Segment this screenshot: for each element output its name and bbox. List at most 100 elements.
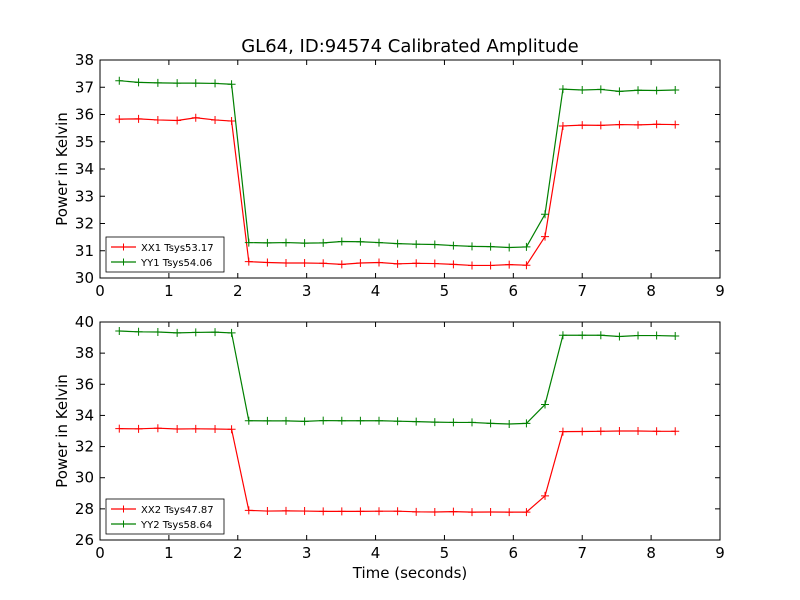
upper-x-tick-label: 2 [233, 282, 243, 300]
lower-data-point [558, 427, 567, 436]
lower-data-point [227, 425, 236, 434]
lower-legend-marker [120, 505, 127, 513]
lower-data-point [337, 507, 346, 516]
upper-data-point [356, 259, 365, 268]
upper-data-point [430, 240, 439, 249]
upper-data-point [596, 85, 605, 94]
upper-data-point [652, 120, 661, 129]
lower-data-point [596, 331, 605, 340]
lower-data-point [244, 506, 253, 515]
upper-data-point [486, 261, 495, 270]
lower-data-point [173, 424, 182, 433]
upper-y-tick-label: 34 [75, 160, 94, 178]
upper-data-point [558, 121, 567, 130]
lower-data-point [634, 331, 643, 340]
lower-x-tick-label: 5 [440, 544, 450, 562]
upper-data-point [615, 120, 624, 129]
upper-x-tick-label: 9 [715, 282, 725, 300]
lower-data-point [541, 491, 550, 500]
lower-data-point [486, 507, 495, 516]
lower-data-point [115, 424, 124, 433]
upper-y-tick-label: 37 [75, 78, 94, 96]
lower-y-axis-label: Power in Kelvin [53, 374, 71, 488]
lower-legend-label: YY2 Tsys58.64 [140, 520, 212, 531]
lower-data-point [263, 416, 272, 425]
upper-data-point [211, 115, 220, 124]
upper-y-tick-label: 36 [75, 106, 94, 124]
lower-data-point [615, 427, 624, 435]
lower-data-point [319, 507, 328, 516]
lower-data-point [282, 506, 290, 515]
upper-x-tick-label: 6 [509, 282, 519, 300]
lower-data-point [522, 419, 531, 428]
lower-x-tick-label: 4 [371, 544, 381, 562]
upper-data-point [211, 79, 220, 88]
lower-y-tick-label: 26 [75, 531, 94, 549]
lower-y-tick-label: 28 [75, 500, 94, 518]
upper-x-tick-label: 5 [440, 282, 450, 300]
upper-data-point [173, 116, 182, 125]
upper-data-point [375, 258, 383, 267]
lower-y-tick-label: 36 [75, 375, 94, 393]
upper-data-point [356, 237, 365, 246]
lower-data-point [505, 508, 514, 517]
lower-data-point [300, 507, 309, 516]
lower-x-tick-label: 8 [646, 544, 656, 562]
upper-data-point [337, 237, 346, 246]
lower-data-point [263, 507, 272, 516]
lower-data-point [671, 332, 680, 341]
lower-x-tick-label: 7 [577, 544, 587, 562]
upper-series-1 [115, 113, 680, 270]
upper-data-point [634, 120, 643, 129]
lower-data-point [558, 331, 567, 340]
lower-data-point [153, 424, 162, 433]
lower-data-point [244, 416, 253, 425]
lower-data-point [211, 424, 220, 433]
lower-data-point [191, 424, 200, 433]
upper-x-tick-label: 1 [164, 282, 174, 300]
upper-y-tick-label: 35 [75, 133, 94, 151]
upper-x-tick-label: 0 [95, 282, 105, 300]
lower-x-tick-label: 0 [95, 544, 105, 562]
upper-data-point [153, 115, 162, 124]
lower-x-tick-label: 3 [302, 544, 312, 562]
lower-data-point [319, 416, 328, 425]
upper-data-point [468, 261, 476, 270]
upper-data-point [300, 259, 309, 268]
upper-data-point [153, 78, 162, 87]
upper-data-point [244, 257, 253, 266]
lower-data-point [134, 327, 143, 336]
lower-data-point [282, 416, 290, 425]
upper-legend-marker [120, 258, 127, 266]
upper-data-point [134, 78, 143, 87]
upper-data-point [227, 80, 236, 89]
upper-data-point [227, 117, 236, 126]
upper-data-point [134, 114, 143, 123]
upper-data-point [634, 86, 643, 95]
lower-data-point [522, 508, 531, 517]
lower-data-point [596, 427, 605, 436]
lower-data-point [671, 427, 680, 436]
lower-data-point [337, 416, 346, 425]
upper-y-tick-label: 38 [75, 51, 94, 69]
lower-series-line [119, 330, 676, 425]
upper-data-point [173, 79, 182, 88]
lower-x-tick-label: 1 [164, 544, 174, 562]
upper-data-point [393, 239, 402, 248]
lower-data-point [211, 328, 220, 337]
upper-data-point [596, 121, 605, 130]
lower-plot-frame [99, 321, 721, 541]
upper-legend-box [105, 236, 225, 273]
lower-data-point [412, 417, 421, 426]
upper-y-tick-label: 31 [75, 242, 94, 260]
lower-data-point [615, 332, 624, 341]
lower-x-tick-label: 6 [509, 544, 519, 562]
upper-data-point [300, 239, 309, 248]
lower-data-point [634, 427, 643, 435]
lower-data-point [652, 331, 661, 340]
lower-data-point [134, 424, 143, 433]
x-axis-label: Time (seconds) [352, 564, 468, 582]
upper-x-tick-label: 3 [302, 282, 312, 300]
